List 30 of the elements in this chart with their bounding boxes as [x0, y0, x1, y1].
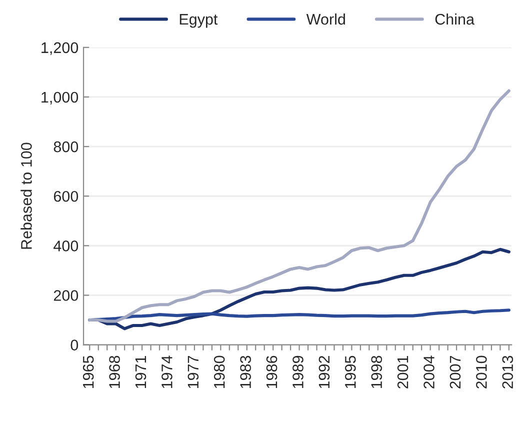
x-tick-label: 1965 — [82, 356, 94, 388]
x-tick-label: 1992 — [318, 356, 330, 388]
line-series — [88, 308, 510, 322]
x-tick-label: 1968 — [109, 356, 120, 388]
x-tick-label: 1983 — [240, 356, 251, 388]
legend-label: World — [306, 13, 345, 25]
y-axis-title: Rebased to 100 — [20, 142, 32, 249]
x-tick-label: 2001 — [397, 356, 408, 388]
x-tick-label: 2007 — [450, 356, 461, 388]
legend-label: China — [435, 13, 474, 25]
x-tick-label: 1989 — [292, 356, 304, 388]
x-tick-label: 1977 — [188, 356, 199, 388]
y-tick-label: 800 — [54, 141, 78, 152]
x-tick-label: 1980 — [214, 356, 225, 388]
x-tick-label: 1971 — [135, 356, 146, 388]
x-tick-label: 1986 — [266, 356, 278, 388]
y-tick-label: 400 — [54, 240, 78, 252]
x-tick-label: 1974 — [162, 356, 172, 388]
x-tick-label: 2004 — [424, 356, 434, 388]
y-tick-label: 1,200 — [42, 42, 78, 55]
x-tick-label: 1998 — [371, 356, 382, 388]
y-tick-label: 200 — [54, 290, 78, 301]
x-tick-label: 2010 — [476, 356, 487, 388]
x-tick-label: 1995 — [344, 356, 356, 388]
legend-label: Egypt — [180, 14, 218, 28]
y-tick-label: 600 — [54, 190, 78, 202]
line-series — [88, 89, 510, 323]
y-tick-label: 0 — [70, 340, 78, 350]
y-tick-label: 1,000 — [42, 92, 78, 104]
x-tick-label: 2013 — [502, 356, 514, 388]
